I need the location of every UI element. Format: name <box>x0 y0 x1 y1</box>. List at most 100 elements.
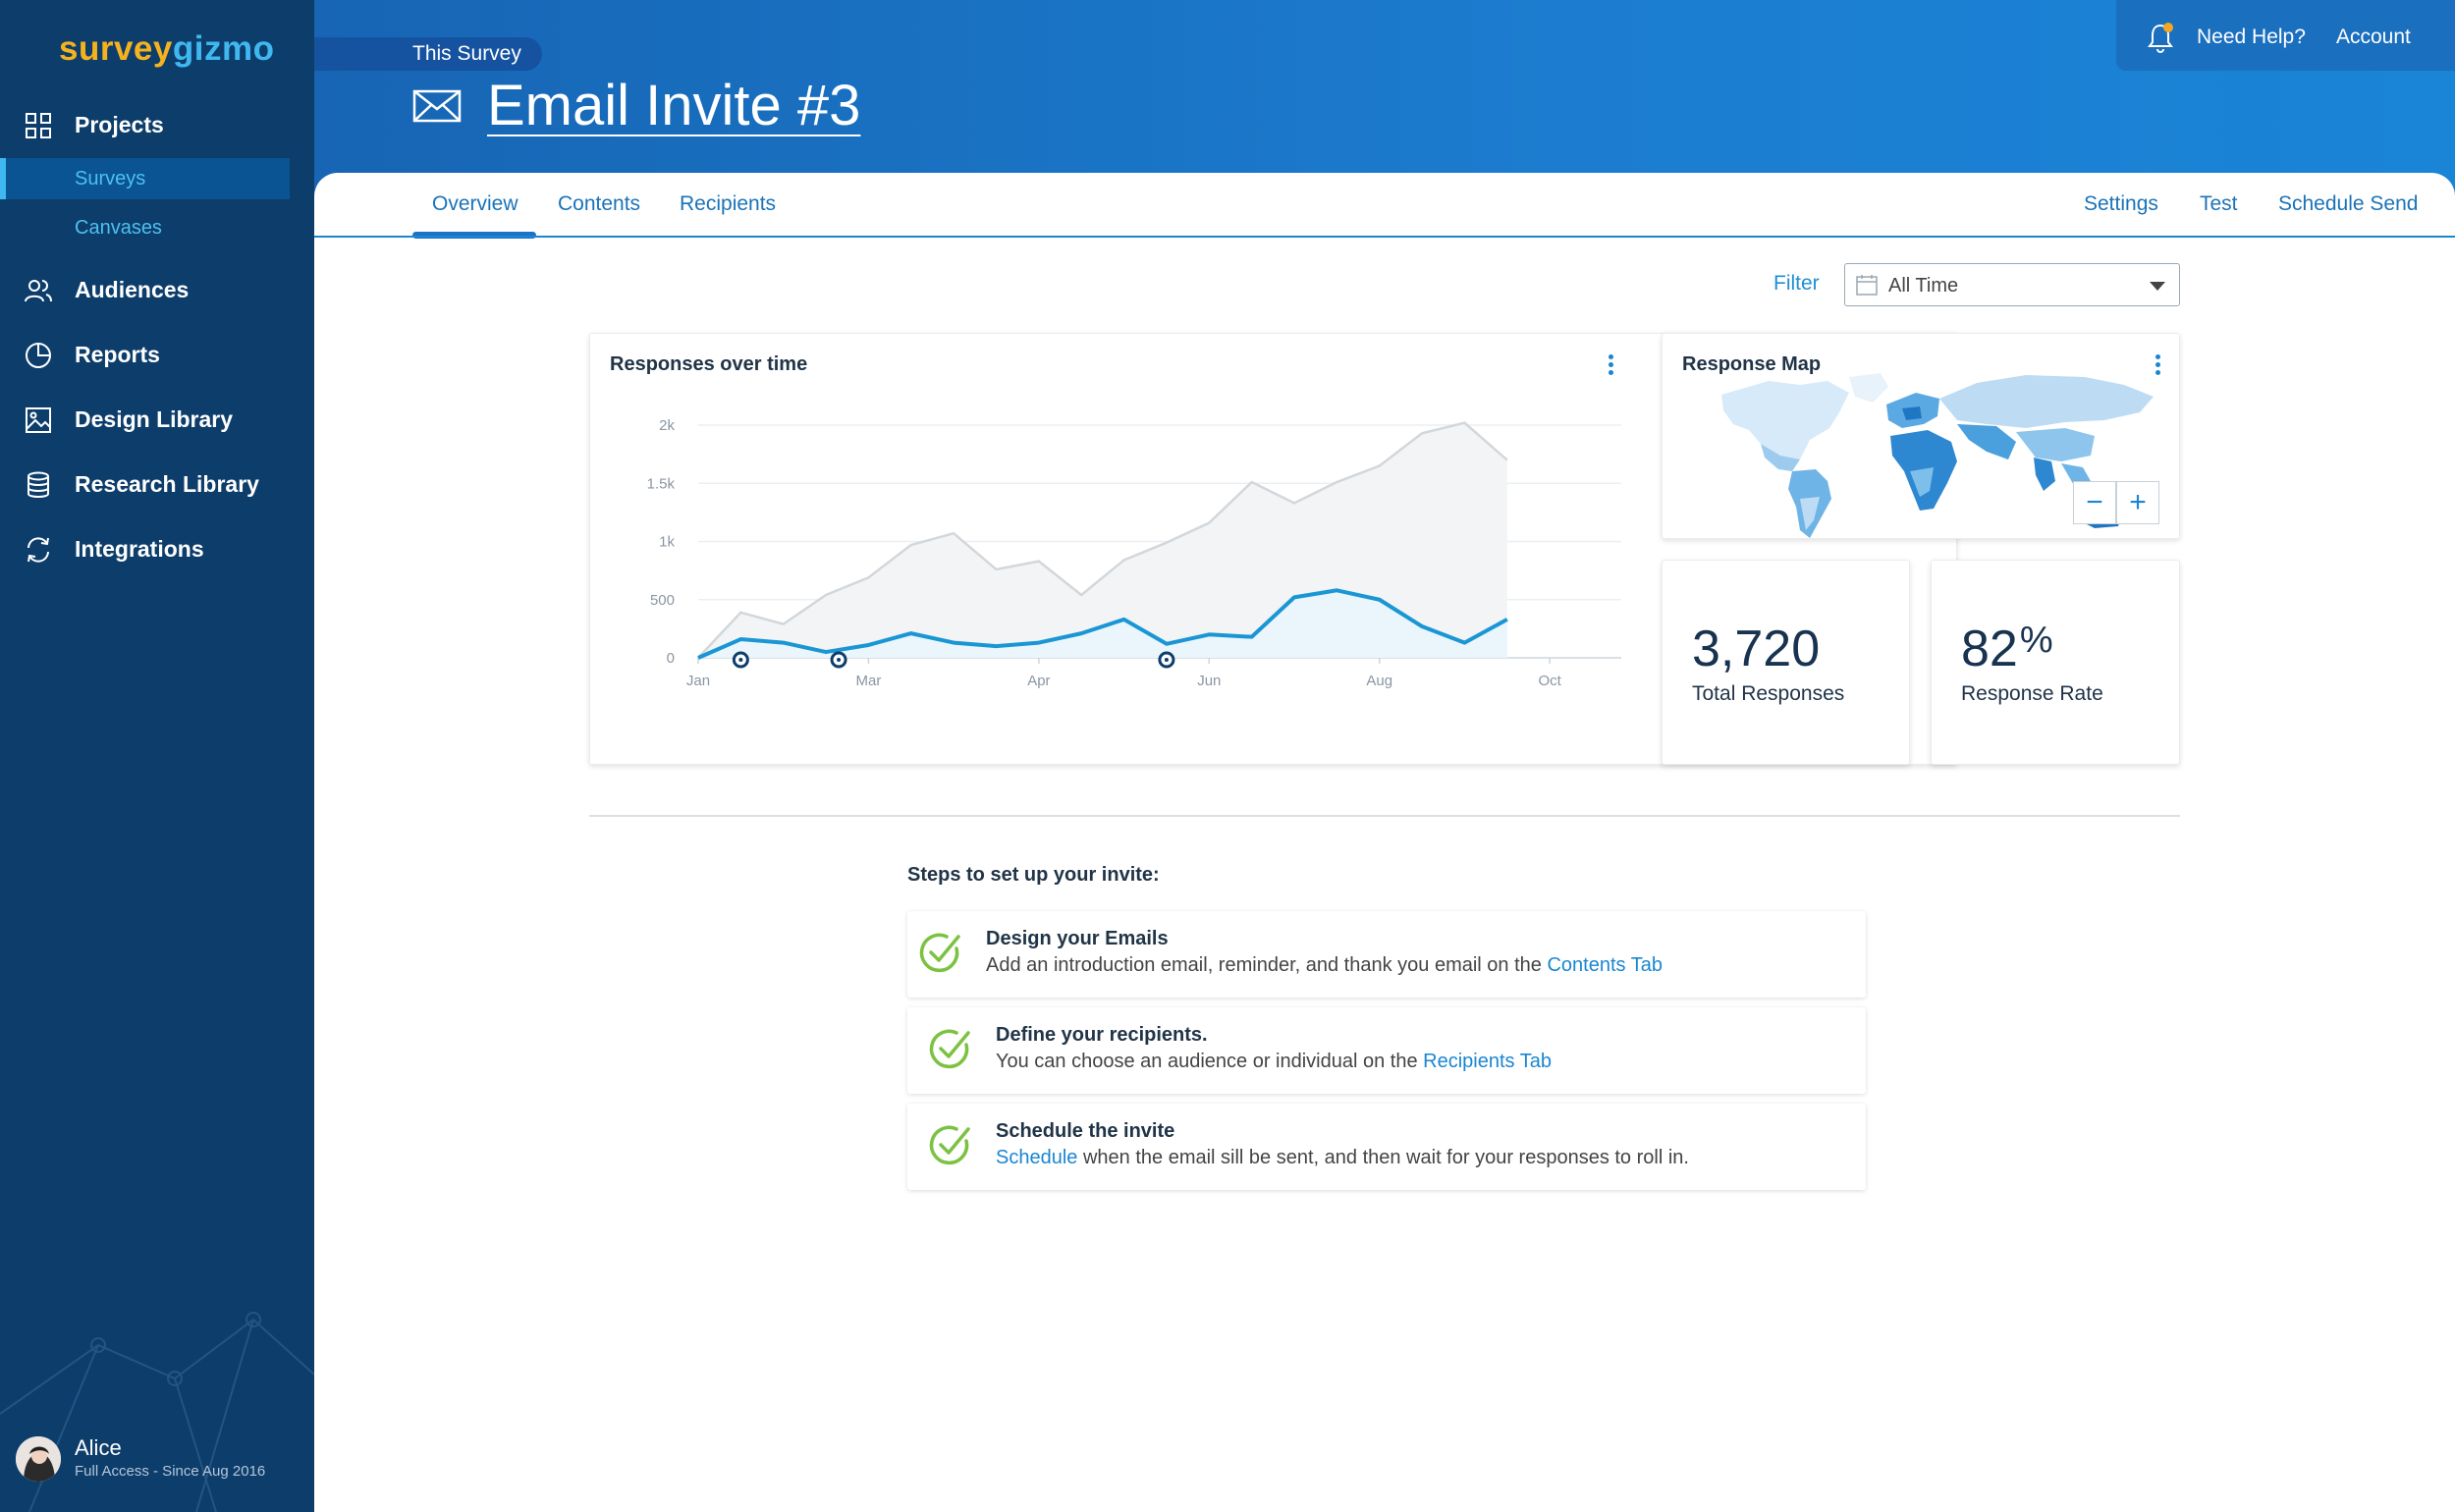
steps-title: Steps to set up your invite: <box>907 864 1160 886</box>
main-panel: Overview Contents Recipients Settings Te… <box>314 173 2455 1512</box>
sidebar-item-label: Integrations <box>75 535 204 562</box>
sidebar-item-label: Research Library <box>75 470 259 497</box>
event-marker-dot <box>738 658 743 662</box>
avatar <box>16 1436 61 1482</box>
sidebar-item-design-library[interactable]: Design Library <box>0 395 314 444</box>
chevron-down-icon <box>2150 282 2165 291</box>
tab-contents[interactable]: Contents <box>558 192 641 215</box>
response-map-card: Response Map − + <box>1662 333 2180 539</box>
y-tick-label: 500 <box>650 592 675 609</box>
notification-bell-icon[interactable] <box>2146 22 2175 53</box>
user-name: Alice <box>75 1435 122 1460</box>
sidebar-subitem-canvases[interactable]: Canvases <box>0 207 290 248</box>
need-help-link[interactable]: Need Help? <box>2197 26 2306 48</box>
x-tick-label: Mar <box>856 673 882 689</box>
sidebar-item-label: Reports <box>75 341 160 367</box>
date-filter-value: All Time <box>1888 275 1959 297</box>
sidebar: surveygizmo Projects Surveys Canvases Au… <box>0 0 314 1512</box>
x-tick-label: Jun <box>1197 673 1221 689</box>
tab-overview[interactable]: Overview <box>432 192 518 215</box>
check-circle-icon <box>929 1125 970 1165</box>
event-marker-dot <box>1164 658 1169 662</box>
check-circle-icon <box>929 1029 970 1069</box>
tabs-divider <box>314 236 2455 238</box>
sidebar-item-label: Projects <box>75 111 164 137</box>
active-tab-indicator <box>412 232 536 239</box>
sidebar-item-label: Audiences <box>75 276 190 302</box>
response-rate-card: 82% Response Rate <box>1931 560 2180 765</box>
more-options-icon[interactable] <box>2148 351 2167 381</box>
section-divider <box>589 815 2180 817</box>
calendar-icon <box>1856 275 1878 296</box>
tab-test[interactable]: Test <box>2200 192 2238 215</box>
help-account-bar: Need Help? Account <box>2116 0 2455 71</box>
step-title: Schedule the invite <box>996 1120 1175 1142</box>
step-define-recipients: Define your recipients. You can choose a… <box>907 1007 1866 1094</box>
surveygizmo-logo[interactable]: surveygizmo <box>59 29 275 68</box>
sidebar-network-decoration <box>0 1312 314 1512</box>
card-title: Responses over time <box>610 353 808 375</box>
sidebar-item-research-library[interactable]: Research Library <box>0 459 314 509</box>
responses-line-chart: 0 500 1k 1.5k 2k Jan Mar Apr Jun Aug Oct <box>647 417 1621 689</box>
account-link[interactable]: Account <box>2336 26 2411 48</box>
page-header: This Survey Email Invite #3 Need Help? A… <box>314 0 2455 196</box>
page-title[interactable]: Email Invite #3 <box>487 74 861 137</box>
sidebar-item-reports[interactable]: Reports <box>0 330 314 379</box>
step-schedule-invite: Schedule the invite Schedule when the em… <box>907 1104 1866 1190</box>
title-row: Email Invite #3 <box>412 73 860 138</box>
tab-settings[interactable]: Settings <box>2084 192 2158 215</box>
y-tick-label: 0 <box>667 650 675 667</box>
series-1-area <box>698 590 1507 658</box>
check-circle-icon <box>919 933 960 973</box>
sync-icon <box>27 537 49 563</box>
card-title: Response Map <box>1682 353 1822 375</box>
sidebar-item-integrations[interactable]: Integrations <box>0 524 314 573</box>
total-responses-card: 3,720 Total Responses <box>1662 560 1910 765</box>
x-tick-label: Apr <box>1027 673 1050 689</box>
sidebar-item-audiences[interactable]: Audiences <box>0 265 314 314</box>
x-tick-label: Aug <box>1366 673 1392 689</box>
sidebar-subitem-label: Canvases <box>75 216 162 239</box>
sidebar-subitem-surveys[interactable]: Surveys <box>0 158 290 199</box>
tab-recipients[interactable]: Recipients <box>680 192 777 215</box>
user-access-level: Full Access - Since Aug 2016 <box>75 1463 266 1480</box>
zoom-in-button[interactable]: + <box>2116 481 2159 524</box>
date-filter-select[interactable]: All Time <box>1844 263 2180 306</box>
step-title: Design your Emails <box>986 928 1169 949</box>
tab-schedule-send[interactable]: Schedule Send <box>2278 192 2419 215</box>
response-rate-value: 82% <box>1961 620 2053 677</box>
sidebar-subitem-label: Surveys <box>75 167 146 189</box>
sidebar-item-projects[interactable]: Projects <box>0 100 314 149</box>
zoom-out-button[interactable]: − <box>2073 481 2116 524</box>
step-design-emails: Design your Emails Add an introduction e… <box>907 911 1866 998</box>
response-rate-label: Response Rate <box>1961 682 2103 705</box>
y-tick-label: 1.5k <box>647 475 676 492</box>
recipients-tab-link[interactable]: Recipients Tab <box>1423 1051 1552 1072</box>
user-profile[interactable]: Alice Full Access - Since Aug 2016 <box>16 1433 310 1492</box>
x-tick-label: Jan <box>686 673 710 689</box>
envelope-icon <box>412 89 462 122</box>
step-description: Add an introduction email, reminder, and… <box>986 954 1663 976</box>
grid-icon <box>26 113 51 138</box>
total-responses-label: Total Responses <box>1692 682 1845 705</box>
database-icon <box>27 471 49 498</box>
step-title: Define your recipients. <box>996 1024 1208 1046</box>
breadcrumb[interactable]: This Survey <box>314 37 542 71</box>
step-description: Schedule when the email sill be sent, an… <box>996 1147 1689 1168</box>
contents-tab-link[interactable]: Contents Tab <box>1547 954 1663 976</box>
schedule-link[interactable]: Schedule <box>996 1147 1078 1168</box>
filter-label: Filter <box>1773 272 1820 295</box>
y-tick-label: 1k <box>659 534 675 551</box>
series-1-line <box>697 588 1508 660</box>
breadcrumb-label: This Survey <box>412 42 521 65</box>
y-tick-label: 2k <box>659 417 675 434</box>
more-options-icon[interactable] <box>1601 351 1620 381</box>
users-icon <box>25 280 52 302</box>
sidebar-item-label: Design Library <box>75 405 234 432</box>
step-description: You can choose an audience or individual… <box>996 1051 1552 1072</box>
total-responses-value: 3,720 <box>1692 621 1821 677</box>
series-0-line <box>697 421 1508 659</box>
x-tick-label: Oct <box>1538 673 1561 689</box>
event-marker-dot <box>837 658 842 662</box>
pie-chart-icon <box>26 343 51 368</box>
